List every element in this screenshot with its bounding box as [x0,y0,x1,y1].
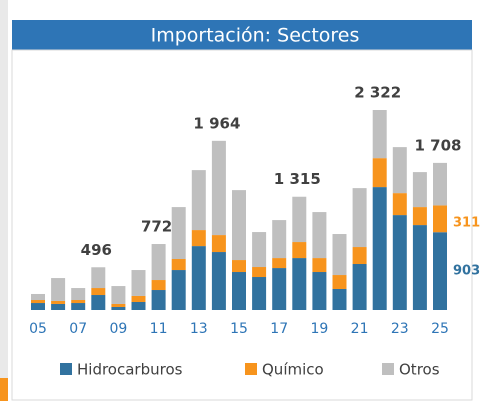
bar-segment [252,277,267,310]
bar-segment [292,242,307,259]
bar-segment [91,288,106,296]
legend-label: Químico [262,361,324,379]
bar-segment [352,188,367,248]
bar-segment [312,212,327,259]
bar-segment [352,264,367,310]
bar-segment [31,303,45,310]
bar-segment [412,225,427,310]
segment-label: 903 [453,264,480,279]
bar-segment [352,247,367,265]
bar-segment [151,290,166,310]
bar-segment [31,300,45,304]
total-label: 1 708 [415,136,462,154]
bar-segment [372,110,387,159]
bar-segment [272,268,287,310]
legend-swatch [245,363,257,375]
bar-segment [171,270,186,310]
x-tick-label: 13 [190,321,208,337]
bar-segment [51,303,66,310]
bar-segment [433,162,447,206]
bar-segment [412,207,427,226]
bar-segment [232,272,246,310]
title-bar [12,20,472,50]
total-label: 496 [81,241,112,259]
bar-segment [392,215,407,310]
bar-segment [332,288,347,310]
x-tick-label: 23 [391,321,409,337]
x-tick-label: 25 [431,321,449,337]
bar-segment [292,196,307,243]
x-tick-label: 11 [150,321,168,337]
bar-segment [332,234,347,276]
corner-mark [0,378,8,401]
bar-segment [312,258,327,273]
bar-segment [171,207,186,260]
bar-segment [392,193,407,216]
bar-segment [151,244,166,281]
bar-segment [232,260,246,273]
bar-segment [51,278,66,301]
bar-segment [51,300,66,304]
legend-swatch [382,363,394,375]
x-tick-label: 07 [69,321,87,337]
bar-segment [372,158,387,188]
bar-segment [31,293,45,301]
total-label: 1 315 [274,170,321,188]
frame [11,49,473,401]
bar-segment [111,286,126,304]
x-tick-label: 15 [230,321,248,337]
x-tick-label: 17 [270,321,288,337]
x-tick-label: 21 [351,321,369,337]
x-tick-label: 05 [29,321,47,337]
total-label: 1 964 [193,114,240,132]
bar-segment [332,275,347,289]
bar-segment [211,235,226,253]
bar-segment [131,270,146,296]
legend-label: Otros [399,361,440,379]
bar-segment [211,140,226,236]
legend-label: Hidrocarburos [77,361,183,379]
bar-segment [191,230,206,247]
bar-segment [312,272,327,310]
bar-segment [412,172,427,208]
bar-segment [272,258,287,269]
bar-segment [211,252,226,310]
bar-segment [191,170,206,231]
bar-segment [392,147,407,194]
bar-segment [71,288,86,301]
chart-title: Importación: Sectores [151,25,360,47]
bar-segment [292,258,307,310]
left-edge [0,0,8,401]
bar-segment [232,190,246,261]
total-label: 772 [141,218,172,236]
legend-swatch [60,363,72,375]
bar-segment [71,303,86,310]
bar-segment [111,303,126,307]
bar-segment [252,267,267,278]
bar-segment [171,259,186,271]
total-label: 2 322 [354,84,401,102]
bar-segment [433,205,447,233]
bar-segment [91,295,106,310]
x-tick-label: 09 [109,321,127,337]
bar-segment [91,267,106,289]
x-tick-label: 19 [310,321,328,337]
bar-segment [111,306,126,310]
bar-segment [151,280,166,291]
bar-segment [191,246,206,310]
bar-segment [433,232,447,310]
bar-segment [131,301,146,310]
bar-segment [71,300,86,304]
segment-label: 311 [453,215,480,230]
bar-segment [252,232,267,268]
bar-segment [372,187,387,310]
bar-segment [272,220,287,259]
bar-segment [131,295,146,302]
